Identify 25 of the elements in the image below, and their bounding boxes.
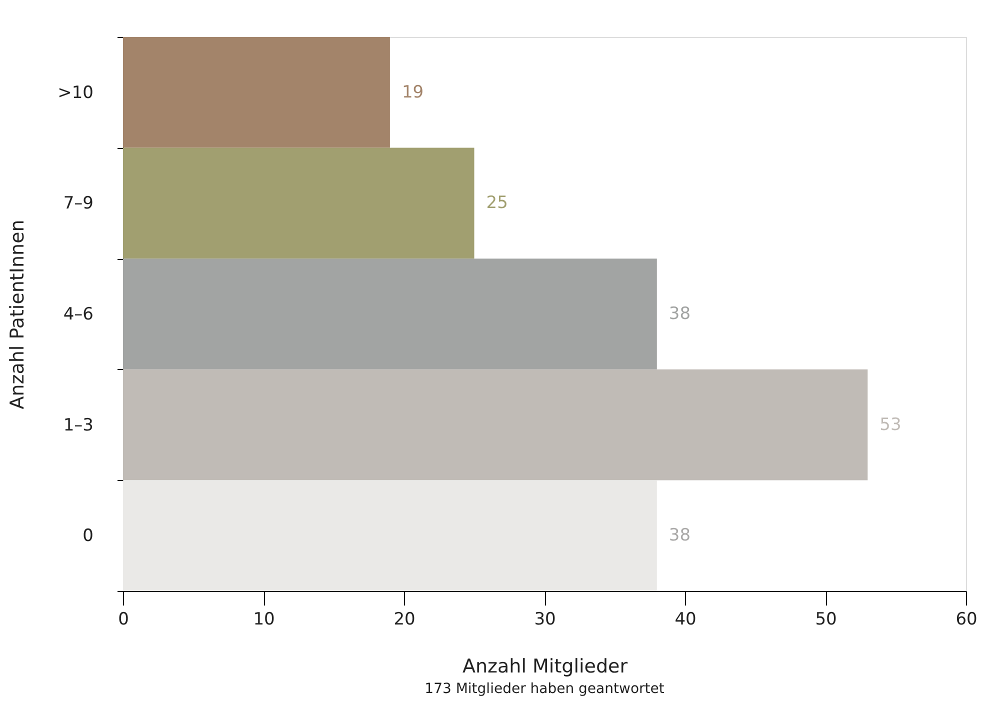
bar (123, 480, 657, 591)
y-tick-label: 7–9 (63, 194, 94, 214)
bar (123, 148, 474, 259)
data-label: 38 (668, 526, 691, 546)
y-tick-label: 1–3 (63, 415, 94, 436)
x-tick-label: 50 (815, 610, 837, 630)
y-axis-title: Anzahl PatientInnen (6, 220, 29, 410)
text: 173 Mitglieder haben geantwortet (424, 681, 665, 697)
data-label: 19 (402, 82, 424, 102)
bar (123, 37, 390, 148)
bar (123, 369, 868, 480)
y-tick-label: 0 (82, 526, 94, 546)
x-tick-label: 40 (674, 610, 696, 630)
x-tick-label: 60 (956, 610, 978, 630)
data-label: 38 (668, 304, 691, 324)
x-tick-label: 20 (394, 610, 416, 630)
data-label: 53 (880, 414, 902, 435)
y-tick-label: >10 (58, 82, 94, 103)
bar (123, 258, 657, 370)
data-label: 25 (486, 193, 508, 214)
y-tick-label: 4–6 (63, 304, 94, 324)
x-tick-label: 0 (118, 610, 129, 630)
x-axis-title: Anzahl Mitglieder (462, 656, 628, 678)
x-tick-label: 10 (253, 610, 275, 630)
x-tick-label: 30 (534, 610, 556, 630)
